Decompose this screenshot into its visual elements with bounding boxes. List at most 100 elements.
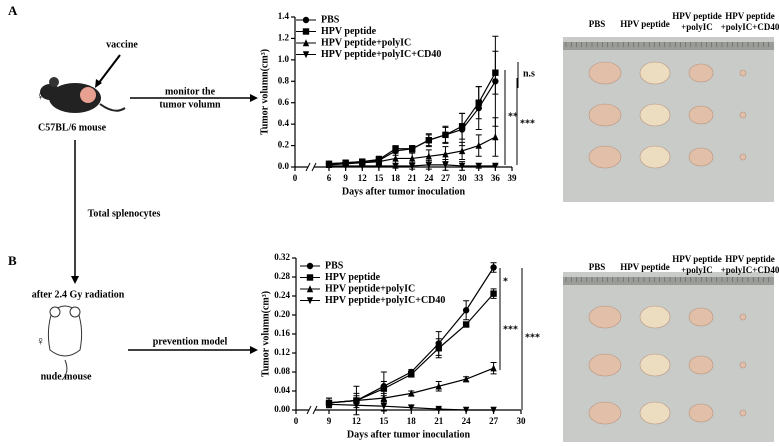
marker xyxy=(380,394,388,402)
ruler xyxy=(563,277,774,285)
legend-marker xyxy=(302,28,310,35)
tumor xyxy=(688,63,714,83)
marker xyxy=(475,162,482,170)
photo-label: PBS xyxy=(589,19,606,29)
annotation: ** xyxy=(508,111,518,122)
prevention-label: prevention model xyxy=(153,336,228,347)
x-tick-label: 36 xyxy=(491,173,501,183)
x-tick-label: 27 xyxy=(441,173,451,183)
x-tick-label: 30 xyxy=(458,173,468,183)
annotation: * xyxy=(503,276,508,287)
tumor xyxy=(639,353,671,377)
tumor xyxy=(739,313,747,321)
photo-label: HPV peptide xyxy=(620,19,670,29)
y-tick-label: 0.2 xyxy=(278,140,290,150)
x-tick-label: 21 xyxy=(434,416,444,426)
y-tick-label: 0.24 xyxy=(274,290,290,300)
panel-label: B xyxy=(8,253,17,268)
panel-label: A xyxy=(8,3,18,18)
y-axis-label: Tumor volumn(cm³) xyxy=(260,291,271,377)
axis-break xyxy=(306,405,312,415)
marker xyxy=(458,147,466,155)
marker xyxy=(490,406,497,414)
marker xyxy=(408,162,416,170)
radiation-label: after 2.4 Gy radiation xyxy=(32,289,125,300)
x-tick-label: 18 xyxy=(391,173,401,183)
photo-label: +polyIC xyxy=(681,265,713,275)
legend-label: HPV peptide+polyIC+CD40 xyxy=(325,295,445,306)
y-tick-label: 0.28 xyxy=(274,271,290,281)
tumor xyxy=(688,355,714,375)
marker xyxy=(442,161,449,169)
y-tick-label: 0.08 xyxy=(274,366,290,376)
legend-marker xyxy=(302,16,310,24)
marker xyxy=(442,150,449,158)
x-tick-label: 39 xyxy=(508,173,518,183)
marker xyxy=(458,162,466,170)
x-tick-label: 0 xyxy=(294,416,299,426)
splenocytes-label: Total splenocytes xyxy=(88,208,161,219)
tumor xyxy=(739,409,747,417)
axis-break xyxy=(309,407,315,413)
x-tick-label: 9 xyxy=(327,416,332,426)
marker xyxy=(425,161,433,169)
photo-label: +polyIC xyxy=(681,22,713,32)
marker xyxy=(492,133,499,141)
mouse-label: C57BL/6 mouse xyxy=(38,122,107,133)
marker xyxy=(408,404,415,412)
tumor xyxy=(739,153,747,161)
marker xyxy=(435,345,442,352)
marker xyxy=(325,401,333,408)
photo-label: PBS xyxy=(589,262,606,272)
x-tick-label: 18 xyxy=(407,416,417,426)
tumor xyxy=(639,145,671,169)
photo-label: +polyIC+CD40 xyxy=(721,265,779,275)
monitor-label: monitor the xyxy=(165,86,216,97)
x-tick-label: 33 xyxy=(474,173,484,183)
marker xyxy=(462,406,470,414)
tumor xyxy=(739,361,747,369)
y-tick-label: 0.0 xyxy=(278,161,290,171)
marker xyxy=(325,162,333,170)
marker xyxy=(435,382,442,390)
tumor xyxy=(588,145,622,169)
tumor xyxy=(588,353,622,377)
x-tick-label: 30 xyxy=(517,416,527,426)
y-tick-label: 0.12 xyxy=(274,347,290,357)
marker xyxy=(408,145,416,152)
y-tick-label: 0.20 xyxy=(274,309,290,319)
x-axis-label: Days after tumor inoculation xyxy=(342,186,466,197)
photo-label: HPV peptide xyxy=(672,254,722,264)
x-tick-label: 24 xyxy=(424,173,434,183)
tumor xyxy=(639,305,671,329)
ruler xyxy=(563,42,774,50)
tumor xyxy=(688,105,714,125)
legend-label: HPV peptide+polyIC+CD40 xyxy=(321,49,441,60)
vaccine-label: vaccine xyxy=(106,39,138,50)
marker xyxy=(408,389,415,397)
syringe-arrow xyxy=(97,54,121,85)
legend-marker xyxy=(306,285,314,293)
x-tick-label: 9 xyxy=(343,173,348,183)
y-tick-label: 1.2 xyxy=(278,32,290,42)
tumor xyxy=(588,103,622,127)
x-tick-label: 15 xyxy=(374,173,384,183)
y-tick-label: 0.4 xyxy=(278,118,290,128)
y-axis-label: Tumor volumn(cm³) xyxy=(259,49,270,135)
marker xyxy=(442,131,449,139)
marker xyxy=(492,162,499,170)
y-tick-label: 0.32 xyxy=(274,252,290,262)
photo-label: HPV peptide xyxy=(725,11,775,21)
marker xyxy=(490,290,497,297)
tumor xyxy=(688,147,714,167)
marker xyxy=(342,162,349,170)
annotation: *** xyxy=(525,332,540,343)
tumor xyxy=(588,401,622,425)
tumor xyxy=(588,305,622,329)
x-tick-label: 12 xyxy=(352,416,362,426)
axis-break xyxy=(308,164,314,170)
marker xyxy=(490,264,497,271)
annotation: n.s xyxy=(523,68,535,79)
axis-break xyxy=(311,162,317,172)
